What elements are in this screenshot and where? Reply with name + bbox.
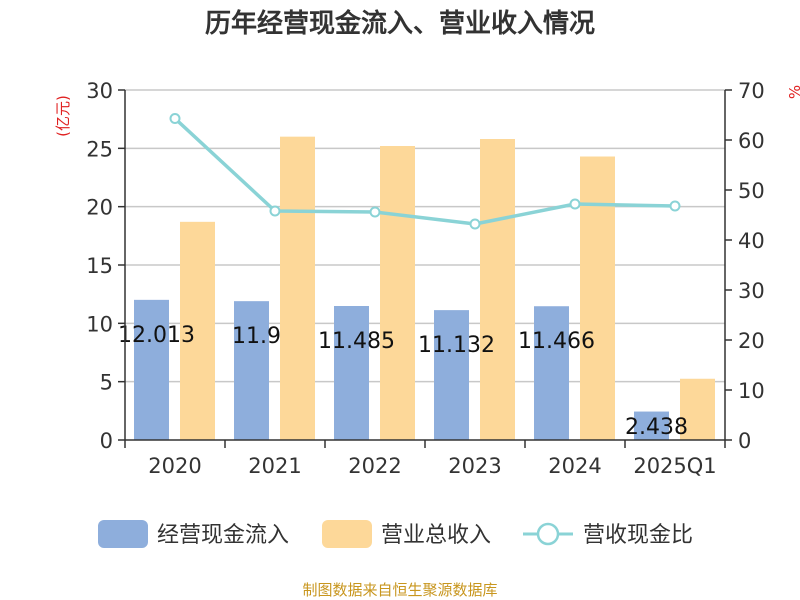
left-tick-label: 30 — [86, 79, 113, 103]
grid-lines — [125, 89, 725, 383]
bar-revenue — [680, 378, 715, 440]
bar-revenue — [380, 146, 415, 440]
left-tick-label: 0 — [100, 429, 113, 453]
left-tick-label: 20 — [86, 196, 113, 220]
data-labels: 12.013 11.9 11.485 11.132 11.466 2.438 — [118, 323, 688, 440]
legend-item-cash-flow[interactable]: 经营现金流入 — [98, 520, 289, 548]
data-label-cash-flow: 12.013 — [118, 323, 195, 348]
ratio-point — [669, 200, 681, 212]
left-tick-label: 25 — [86, 137, 113, 161]
x-tick-label: 2021 — [248, 454, 301, 478]
bar-revenue — [280, 136, 315, 440]
data-label-cash-flow: 11.9 — [232, 324, 281, 349]
ratio-line-layer — [169, 113, 681, 230]
legend-item-revenue[interactable]: 营业总收入 — [322, 520, 491, 548]
x-tick-label: 2025Q1 — [633, 454, 716, 478]
data-label-cash-flow: 2.438 — [625, 415, 688, 440]
right-tick-label: 70 — [738, 79, 765, 103]
legend-swatch-cash-flow — [98, 520, 148, 548]
right-tick-label: 40 — [738, 229, 765, 253]
legend-item-ratio[interactable]: 营收现金比 — [523, 522, 693, 548]
right-axis-unit: % — [786, 85, 800, 99]
data-label-cash-flow: 11.466 — [518, 329, 595, 354]
bar-cash-flow — [134, 299, 169, 440]
right-tick-label: 10 — [738, 379, 765, 403]
legend: 经营现金流入 营业总收入 营收现金比 — [98, 520, 693, 548]
legend-marker-ratio — [536, 522, 560, 546]
left-tick-label: 5 — [100, 371, 113, 395]
legend-label-cash-flow: 经营现金流入 — [157, 523, 289, 548]
bar-cash-flow — [434, 310, 469, 440]
x-tick-label: 2024 — [548, 454, 601, 478]
legend-label-ratio: 营收现金比 — [583, 523, 693, 548]
bar-revenue — [480, 139, 515, 440]
legend-swatch-revenue — [322, 520, 372, 548]
x-tick-label: 2020 — [148, 454, 201, 478]
x-tick-label: 2023 — [448, 454, 501, 478]
bar-cash-flow — [334, 306, 369, 440]
chart-title: 历年经营现金流入、营业收入情况 — [205, 8, 595, 39]
bar-revenue — [580, 156, 615, 440]
data-label-cash-flow: 11.132 — [418, 333, 495, 358]
right-tick-label: 0 — [738, 429, 751, 453]
left-axis-unit: (亿元) — [54, 95, 72, 137]
right-tick-label: 50 — [738, 179, 765, 203]
bar-cash-flow — [234, 301, 269, 440]
legend-label-revenue: 营业总收入 — [381, 523, 491, 548]
bar-cash-flow — [534, 306, 569, 440]
right-tick-label: 20 — [738, 329, 765, 353]
right-tick-label: 30 — [738, 279, 765, 303]
data-label-cash-flow: 11.485 — [318, 329, 395, 354]
source-note: 制图数据来自恒生聚源数据库 — [302, 581, 497, 599]
left-tick-label: 10 — [86, 312, 113, 336]
ratio-point — [269, 205, 281, 217]
left-tick-label: 15 — [86, 254, 113, 278]
right-tick-label: 60 — [738, 129, 765, 153]
ratio-line — [173, 117, 676, 226]
axes: 0 5 10 15 20 25 30 0 10 20 30 40 50 60 70 2020 2021 2022 2… — [86, 79, 764, 478]
ratio-point — [369, 206, 381, 218]
ratio-point — [169, 113, 181, 124]
ratio-point — [569, 198, 581, 210]
x-tick-label: 2022 — [348, 454, 401, 478]
bar-revenue — [180, 221, 215, 440]
bar-marks — [134, 136, 715, 440]
bar-cash-flow — [634, 411, 669, 440]
ratio-point — [469, 218, 481, 230]
